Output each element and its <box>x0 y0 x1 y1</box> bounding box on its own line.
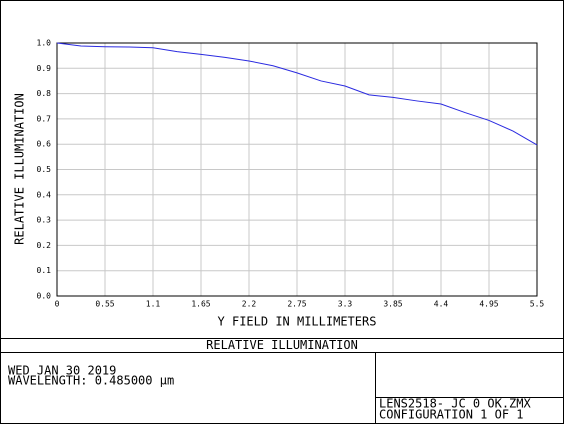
data-line <box>56 42 538 146</box>
y-tick-label: 0.1 <box>37 266 52 275</box>
x-tick-label: 2.2 <box>242 300 257 309</box>
wavelength: WAVELENGTH: 0.485000 µm <box>8 374 174 388</box>
y-tick-label: 1.0 <box>37 39 52 48</box>
configuration: CONFIGURATION 1 OF 1 <box>379 408 524 422</box>
y-tick-label: 0.3 <box>37 216 52 225</box>
file-name: LENS2518- JC 0 OK.ZMX <box>379 397 531 411</box>
y-tick-label: 0.2 <box>37 241 52 250</box>
y-tick-label: 0.9 <box>37 64 52 73</box>
x-tick-label: 5.5 <box>530 300 545 309</box>
y-tick-label: 0.6 <box>37 140 52 149</box>
x-tick-label: 2.75 <box>287 300 306 309</box>
y-tick-label: 0.5 <box>37 165 52 174</box>
y-tick-label: 0.4 <box>37 190 52 199</box>
x-tick-label: 3.3 <box>338 300 353 309</box>
plot-frame <box>56 42 538 297</box>
x-tick-label: 3.85 <box>383 300 402 309</box>
y-axis-label: RELATIVE ILLUMINATION <box>13 93 27 245</box>
x-tick-label: 1.1 <box>146 300 161 309</box>
x-axis-label: Y FIELD IN MILLIMETERS <box>218 315 377 329</box>
y-tick-label: 0.7 <box>37 114 52 123</box>
x-tick-label: 4.95 <box>479 300 498 309</box>
y-tick-label: 0.0 <box>37 292 52 301</box>
x-tick-label: 4.4 <box>434 300 449 309</box>
chart-title: RELATIVE ILLUMINATION <box>206 338 358 352</box>
x-tick-label: 0 <box>55 300 60 309</box>
date: WED JAN 30 2019 <box>8 364 116 378</box>
y-tick-label: 0.8 <box>37 89 52 98</box>
x-tick-label: 1.65 <box>191 300 210 309</box>
x-tick-label: 0.55 <box>95 300 114 309</box>
